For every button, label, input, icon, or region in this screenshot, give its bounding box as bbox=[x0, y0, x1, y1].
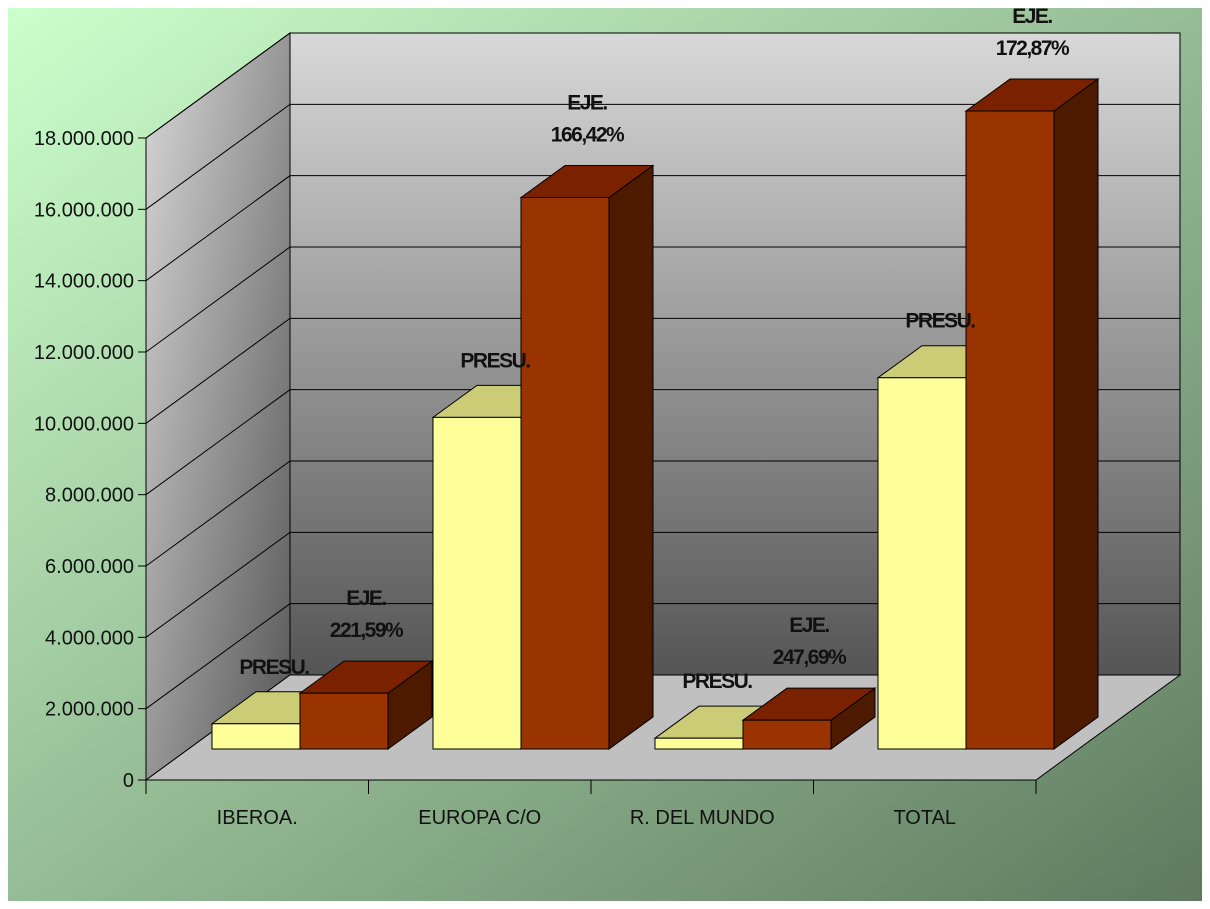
bar bbox=[654, 737, 744, 750]
y-tick-label: 12.000.000 bbox=[34, 342, 134, 364]
bars bbox=[210, 78, 1100, 750]
y-tick-label: 10.000.000 bbox=[34, 413, 134, 435]
axes: 0 2.000.000 4.000.000 6.000.000 8.000.000 10.… bbox=[34, 128, 1037, 829]
bar bbox=[965, 110, 1055, 750]
data-label: EJE. bbox=[567, 92, 607, 115]
bar bbox=[877, 377, 967, 750]
data-labels: PRESU. EJE. 221,59% PRESU. EJE. 166,42% PRESU.… bbox=[239, 5, 1071, 693]
gridline bbox=[145, 246, 1180, 353]
y-tick-label: 2.000.000 bbox=[45, 699, 134, 721]
data-label: PRESU. bbox=[682, 670, 752, 693]
x-tick-label: IBEROA. bbox=[217, 807, 298, 829]
x-tick-label: TOTAL bbox=[893, 807, 956, 829]
y-tick-label: 16.000.000 bbox=[34, 199, 134, 221]
bar-side bbox=[1053, 78, 1099, 750]
data-label: PRESU. bbox=[460, 349, 530, 372]
y-tick-label: 8.000.000 bbox=[45, 485, 134, 507]
data-label: EJE. bbox=[346, 587, 386, 610]
data-label: 166,42% bbox=[551, 124, 625, 147]
gridline bbox=[145, 103, 1180, 210]
x-tick-label: EUROPA C/O bbox=[418, 807, 541, 829]
bar bbox=[299, 692, 389, 750]
bar bbox=[211, 723, 301, 750]
data-label: PRESU. bbox=[239, 656, 309, 679]
x-tick-label: R. DEL MUNDO bbox=[630, 807, 775, 829]
y-tick-label: 6.000.000 bbox=[45, 556, 134, 578]
gridline bbox=[145, 175, 1180, 282]
bar-side bbox=[608, 164, 654, 750]
bar bbox=[520, 197, 610, 750]
gridline bbox=[145, 32, 1180, 139]
data-label: EJE. bbox=[1012, 5, 1052, 28]
data-label: 221,59% bbox=[330, 619, 404, 642]
y-tick-label: 4.000.000 bbox=[45, 627, 134, 649]
bar bbox=[432, 416, 522, 750]
data-label: PRESU. bbox=[905, 310, 975, 333]
gridline bbox=[145, 317, 1180, 424]
y-tick-label: 0 bbox=[123, 770, 134, 792]
y-tick-label: 18.000.000 bbox=[34, 128, 134, 150]
data-label: 172,87% bbox=[996, 37, 1070, 60]
y-tick-label: 14.000.000 bbox=[34, 271, 134, 293]
data-label: 247,69% bbox=[773, 646, 847, 669]
bar bbox=[742, 719, 832, 750]
data-label: EJE. bbox=[789, 614, 829, 637]
